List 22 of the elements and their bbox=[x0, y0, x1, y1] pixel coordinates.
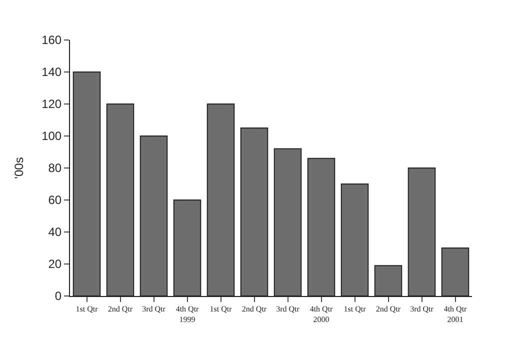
y-axis-title: '00s bbox=[12, 157, 26, 179]
x-tick-label: 3rd Qtr bbox=[142, 304, 166, 314]
x-tick-label: 2nd Qtr bbox=[242, 304, 267, 314]
y-tick-label: 160 bbox=[42, 33, 62, 48]
y-tick-label: 140 bbox=[42, 65, 62, 80]
x-tick-label: 1st Qtr bbox=[76, 304, 98, 314]
x-tick-label: 2nd Qtr bbox=[108, 304, 133, 314]
y-tick-label: 60 bbox=[48, 193, 62, 208]
x-tick-label: 3rd Qtr bbox=[410, 304, 434, 314]
x-tick-label: 2nd Qtr bbox=[376, 304, 401, 314]
x-tick-label: 1st Qtr bbox=[210, 304, 232, 314]
y-tick-label: 100 bbox=[42, 129, 62, 144]
x-tick-label: 1st Qtr bbox=[344, 304, 366, 314]
x-tick-label: 4th Qtr 2000 bbox=[310, 304, 334, 324]
x-tick-label: 4th Qtr 2001 bbox=[444, 304, 468, 324]
y-tick-label: 40 bbox=[48, 225, 62, 240]
x-tick-label: 4th Qtr 1999 bbox=[176, 304, 200, 324]
x-tick-label: 3rd Qtr bbox=[276, 304, 300, 314]
y-tick-label: 120 bbox=[42, 97, 62, 112]
y-tick-label: 20 bbox=[48, 257, 62, 272]
y-tick-label: 80 bbox=[48, 161, 62, 176]
y-tick-label: 0 bbox=[54, 289, 62, 304]
